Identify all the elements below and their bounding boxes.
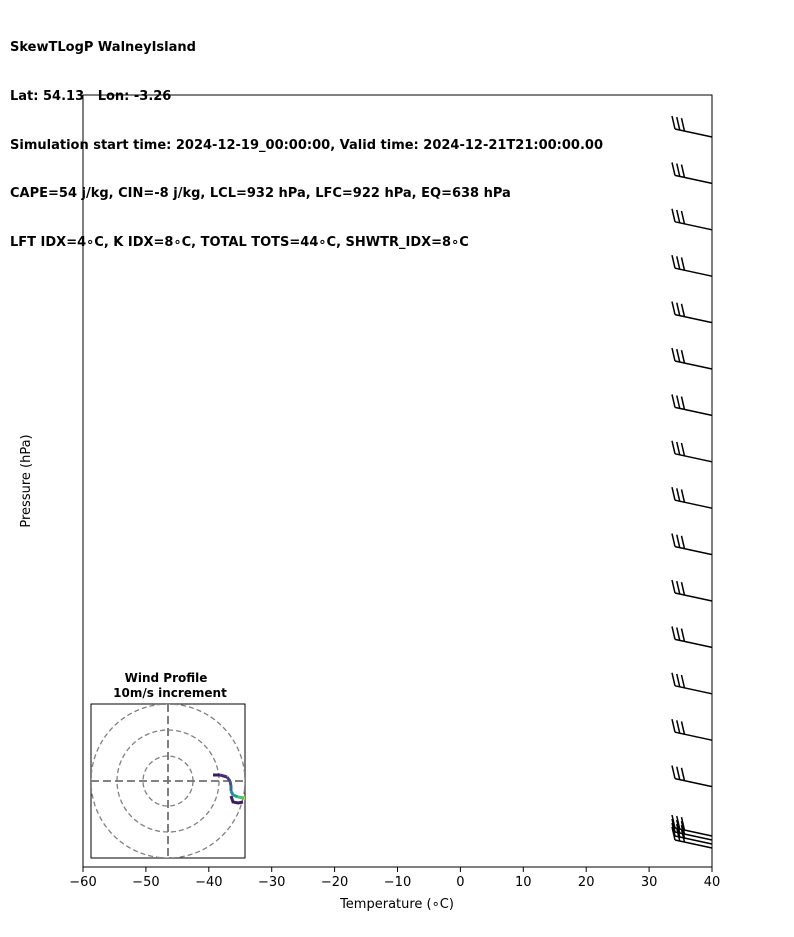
wind-barb (671, 719, 713, 741)
hodograph-segment (219, 773, 228, 779)
x-tick-label: 10 (515, 875, 532, 890)
hodograph-segment (228, 780, 233, 787)
wind-barb (671, 826, 713, 849)
wind-barb (671, 822, 713, 845)
wind-barb (671, 818, 713, 841)
wind-barb (671, 579, 713, 602)
hodograph-segment (225, 776, 232, 782)
hodograph-segment (243, 796, 245, 801)
wind-barb (671, 115, 713, 138)
wind-barb (671, 487, 713, 509)
wind-barb (671, 301, 713, 324)
x-tick-label: −50 (132, 875, 159, 890)
hodograph-segment (229, 795, 244, 805)
chart-title: SkewTLogP WalneyIsland (10, 40, 196, 56)
wind-barb (671, 255, 713, 277)
time-line: Simulation start time: 2024-12-19_00:00:… (10, 137, 603, 153)
wind-barb (671, 440, 713, 463)
x-tick-label: −40 (195, 875, 222, 890)
wind-barb (671, 208, 713, 231)
wind-barb (671, 162, 713, 185)
hodograph-segment (237, 795, 245, 800)
x-axis-label: Temperature (∘C) (339, 897, 454, 912)
x-tick-label: 30 (641, 875, 658, 890)
hodograph-segment (229, 790, 235, 796)
cape-line: CAPE=54 j/kg, CIN=-8 j/kg, LCL=932 hPa, … (10, 186, 511, 202)
wind-barb (671, 672, 713, 695)
index-line: LFT IDX=4∘C, K IDX=8∘C, TOTAL TOTS=44∘C,… (10, 234, 469, 250)
y-axis-label: Pressure (hPa) (19, 434, 34, 527)
x-tick-label: −20 (321, 875, 348, 890)
wind-barb (671, 394, 713, 417)
wind-barb (671, 626, 713, 649)
wind-barb (671, 765, 713, 788)
x-tick-label: −10 (384, 875, 411, 890)
x-tick-label: 40 (704, 875, 721, 890)
x-tick-label: 0 (456, 875, 464, 890)
wind-profile-subtitle: 10m/s increment (113, 686, 227, 700)
wind-barb (671, 347, 713, 370)
x-tick-label: −30 (258, 875, 285, 890)
wind-barb (671, 533, 713, 556)
x-tick-label: 20 (578, 875, 595, 890)
x-tick-label: −60 (69, 875, 96, 890)
location-line: Lat: 54.13 Lon: -3.26 (10, 89, 172, 105)
title-block: SkewTLogP WalneyIsland Lat: 54.13 Lon: -… (10, 8, 603, 267)
hodograph-segment (232, 793, 239, 799)
wind-profile-title: Wind Profile (125, 671, 208, 685)
